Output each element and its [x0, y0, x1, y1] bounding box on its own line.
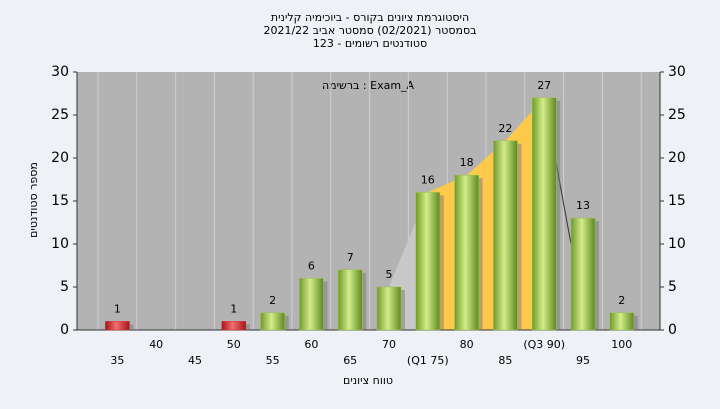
bar [415, 192, 441, 331]
x-axis-label: טווח ציונים [343, 374, 393, 387]
x-tick-label: 45 [188, 354, 202, 367]
y2-tick-label: 5 [668, 279, 677, 295]
data-label: 7 [347, 251, 354, 264]
y-tick-label: 15 [51, 193, 69, 209]
bar [221, 321, 247, 331]
chart-title: היסטוגרמת ציונים בקורס - ביוכימיה קלינית [271, 11, 469, 24]
data-label: 2 [618, 294, 625, 307]
bar [609, 312, 635, 331]
y-tick-label: 0 [60, 322, 69, 338]
x-tick-label: 35 [110, 354, 124, 367]
y-tick-label: 25 [51, 107, 69, 123]
data-label: 5 [386, 268, 393, 281]
y-tick-label: 10 [51, 236, 69, 252]
chart-subtitle: בסמסטר (02/2021) סמסטר אביב 2021/22 [263, 24, 476, 37]
bar [260, 312, 285, 331]
x-tick-label: 60 [304, 338, 318, 351]
annotation: ברשימה : Exam_A [322, 79, 415, 92]
bar [337, 269, 363, 331]
data-label: 22 [498, 122, 512, 135]
data-label: 2 [269, 294, 276, 307]
bar [570, 217, 596, 331]
bar [376, 286, 402, 331]
y-tick-label: 30 [51, 64, 69, 80]
bar [531, 97, 557, 331]
bar [105, 321, 130, 331]
y2-tick-label: 10 [668, 236, 686, 252]
y-tick-label: 5 [60, 279, 69, 295]
y-tick-label: 20 [51, 150, 69, 166]
x-tick-label: 70 [382, 338, 396, 351]
data-label: 6 [308, 259, 315, 272]
y-axis-label: מספר סטודנטים [27, 162, 40, 238]
y2-tick-label: 0 [668, 322, 677, 338]
x-tick-label: 100 [611, 338, 632, 351]
data-label: 1 [114, 302, 121, 315]
y2-tick-label: 15 [668, 193, 686, 209]
data-label: 13 [576, 199, 590, 212]
bar [454, 174, 479, 331]
data-label: 27 [537, 79, 551, 92]
x-tick-label: 80 [460, 338, 474, 351]
x-tick-label: 85 [498, 354, 512, 367]
x-tick-label: 65 [343, 354, 357, 367]
chart-subtitle: סטודנטים רשומים - 123 [313, 37, 427, 50]
y2-tick-label: 25 [668, 107, 686, 123]
x-tick-label: (Q3 90) [523, 338, 565, 351]
data-label: 1 [230, 302, 237, 315]
x-tick-label: 95 [576, 354, 590, 367]
x-tick-label: 40 [149, 338, 163, 351]
x-tick-label: (Q1 75) [407, 354, 449, 367]
y2-tick-label: 20 [668, 150, 686, 166]
data-label: 18 [460, 156, 474, 169]
x-tick-label: 50 [227, 338, 241, 351]
x-tick-label: 55 [266, 354, 280, 367]
y2-tick-label: 30 [668, 64, 686, 80]
bar [299, 278, 324, 331]
bar [493, 140, 518, 331]
data-label: 16 [421, 173, 435, 186]
